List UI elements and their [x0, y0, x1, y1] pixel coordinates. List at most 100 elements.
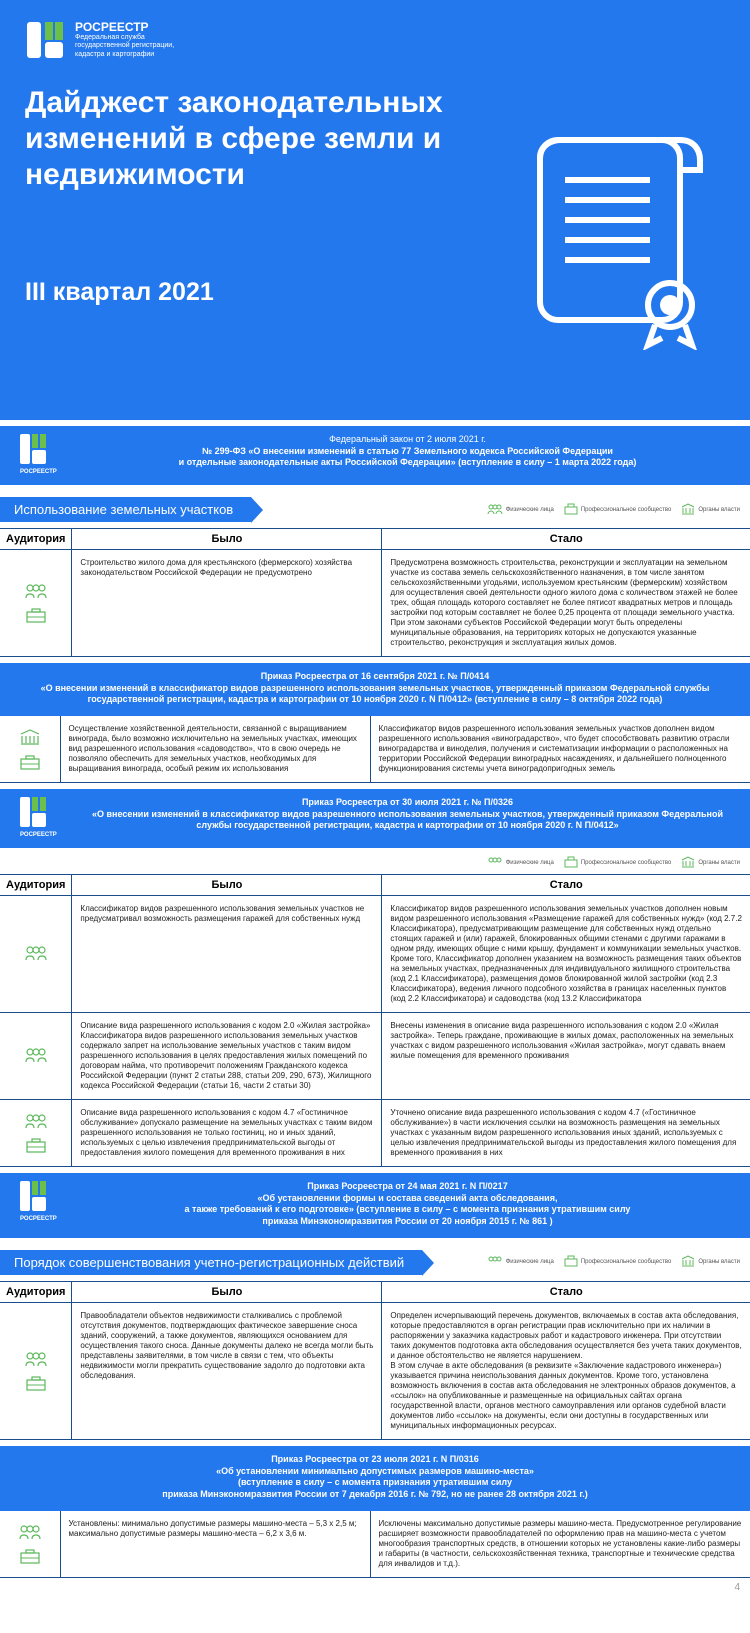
banner-line: «О внесении изменений в классификатор ви… [85, 809, 730, 832]
gov-icon [681, 503, 695, 517]
col-now: Стало [382, 875, 750, 896]
logo-subtitle: Федеральная служба государственной регис… [75, 34, 174, 59]
banner-line: Приказ Росреестра от 24 мая 2021 г. N П/… [85, 1181, 730, 1193]
law-banner-4: РОСРЕЕСТР Приказ Росреестра от 24 мая 20… [0, 1173, 750, 1238]
audience-cell [0, 1013, 72, 1100]
section-header-1: Использование земельных участков Физичес… [0, 497, 750, 522]
was-cell: Описание вида разрешенного использования… [72, 1100, 382, 1167]
hero-banner: РОСРЕЕСТР Федеральная служба государстве… [0, 0, 750, 420]
section-title: Использование земельных участков [0, 497, 251, 522]
logo-name: РОСРЕЕСТР [75, 20, 174, 34]
section-header-2: Порядок совершенствования учетно-регистр… [0, 1250, 750, 1275]
was-cell: Описание вида разрешенного использования… [72, 1013, 382, 1100]
audience-cell [0, 1511, 60, 1578]
briefcase-icon [564, 1255, 578, 1269]
gov-icon [681, 1255, 695, 1269]
law-banner-3: РОСРЕЕСТР Приказ Росреестра от 30 июля 2… [0, 789, 750, 848]
audience-cell [0, 716, 60, 783]
comparison-table-2: АудиторияБылоСтало Классификатор видов р… [0, 874, 750, 1167]
audience-cell [0, 550, 72, 657]
hero-title: Дайджест законодательных изменений в сфе… [25, 85, 505, 193]
rosreestr-logo-icon [25, 20, 65, 60]
table-row: Установлены: минимально допустимые разме… [0, 1511, 750, 1578]
comparison-table-3b: Установлены: минимально допустимые разме… [0, 1511, 750, 1578]
mini-logo: РОСРЕЕСТР [20, 434, 75, 475]
briefcase-icon [564, 856, 578, 870]
now-cell: Уточнено описание вида разрешенного испо… [382, 1100, 750, 1167]
mini-logo: РОСРЕЕСТР [20, 797, 75, 838]
was-cell: Осуществление хозяйственной деятельности… [60, 716, 370, 783]
briefcase-icon [25, 1137, 47, 1153]
table-row: Осуществление хозяйственной деятельности… [0, 716, 750, 783]
banner-line: «Об установлении минимально допустимых р… [20, 1466, 730, 1478]
comparison-table-3: АудиторияБылоСтало Правообладатели объек… [0, 1281, 750, 1440]
mini-logo: РОСРЕЕСТР [20, 1181, 75, 1222]
briefcase-icon [564, 503, 578, 517]
section-title: Порядок совершенствования учетно-регистр… [0, 1250, 422, 1275]
table-row: Строительство жилого дома для крестьянск… [0, 550, 750, 657]
audience-legend: Физические лица Профессиональное сообщес… [487, 856, 750, 870]
col-audience: Аудитория [0, 875, 72, 896]
gov-icon [681, 856, 695, 870]
banner-line: № 299-ФЗ «О внесении изменений в статью … [85, 446, 730, 458]
was-cell: Установлены: минимально допустимые разме… [60, 1511, 370, 1578]
col-was: Было [72, 1281, 382, 1302]
people-icon [487, 503, 503, 517]
col-now: Стало [382, 1281, 750, 1302]
people-icon [487, 856, 503, 870]
was-cell: Строительство жилого дома для крестьянск… [72, 550, 382, 657]
briefcase-icon [19, 1548, 41, 1564]
banner-line: Приказ Росреестра от 16 сентября 2021 г.… [20, 671, 730, 683]
audience-legend: Физические лица Профессиональное сообщес… [487, 503, 750, 517]
law-banner-5: Приказ Росреестра от 23 июля 2021 г. N П… [0, 1446, 750, 1511]
now-cell: Классификатор видов разрешенного использ… [382, 896, 750, 1013]
now-cell: Внесены изменения в описание вида разреш… [382, 1013, 750, 1100]
comparison-table-1b: Осуществление хозяйственной деятельности… [0, 716, 750, 783]
audience-cell [0, 1302, 72, 1439]
table-row: Классификатор видов разрешенного использ… [0, 896, 750, 1013]
banner-line: Федеральный закон от 2 июля 2021 г. [85, 434, 730, 446]
briefcase-icon [25, 607, 47, 623]
people-icon [487, 1255, 503, 1269]
gov-icon [19, 728, 41, 746]
banner-line: а также требований к его подготовке» (вс… [85, 1204, 730, 1216]
people-icon [24, 1047, 48, 1063]
banner-line: «Об установлении формы и состава сведени… [85, 1193, 730, 1205]
banner-line: Приказ Росреестра от 30 июля 2021 г. № П… [85, 797, 730, 809]
briefcase-icon [25, 1375, 47, 1391]
col-audience: Аудитория [0, 529, 72, 550]
was-cell: Правообладатели объектов недвижимости ст… [72, 1302, 382, 1439]
col-now: Стало [382, 529, 750, 550]
banner-line: Приказ Росреестра от 23 июля 2021 г. N П… [20, 1454, 730, 1466]
banner-line: приказа Минэкономразвития России от 7 де… [20, 1489, 730, 1501]
audience-legend: Физические лица Профессиональное сообщес… [487, 1255, 750, 1269]
table-row: Правообладатели объектов недвижимости ст… [0, 1302, 750, 1439]
now-cell: Предусмотрена возможность строительства,… [382, 550, 750, 657]
table-row: Описание вида разрешенного использования… [0, 1100, 750, 1167]
document-scroll-icon [530, 130, 710, 350]
table-row: Описание вида разрешенного использования… [0, 1013, 750, 1100]
page-number: 4 [0, 1578, 750, 1597]
briefcase-icon [19, 754, 41, 770]
law-banner-2: Приказ Росреестра от 16 сентября 2021 г.… [0, 663, 750, 716]
comparison-table-1: АудиторияБылоСтало Строительство жилого … [0, 528, 750, 657]
law-banner-1: РОСРЕЕСТР Федеральный закон от 2 июля 20… [0, 426, 750, 485]
banner-line: «О внесении изменений в классификатор ви… [20, 683, 730, 706]
was-cell: Классификатор видов разрешенного использ… [72, 896, 382, 1013]
col-was: Было [72, 529, 382, 550]
banner-line: и отдельные законодательные акты Российс… [85, 457, 730, 469]
audience-cell [0, 1100, 72, 1167]
people-icon [24, 1351, 48, 1367]
logo-block: РОСРЕЕСТР Федеральная служба государстве… [25, 20, 725, 60]
now-cell: Исключены максимально допустимые размеры… [370, 1511, 750, 1578]
people-icon [24, 583, 48, 599]
audience-cell [0, 896, 72, 1013]
banner-line: приказа Минэкономразвития России от 20 н… [85, 1216, 730, 1228]
legend-row: Физические лица Профессиональное сообщес… [0, 856, 750, 870]
people-icon [24, 1113, 48, 1129]
now-cell: Классификатор видов разрешенного использ… [370, 716, 750, 783]
banner-line: (вступление в силу – с момента признания… [20, 1477, 730, 1489]
now-cell: Определен исчерпывающий перечень докумен… [382, 1302, 750, 1439]
col-was: Было [72, 875, 382, 896]
col-audience: Аудитория [0, 1281, 72, 1302]
